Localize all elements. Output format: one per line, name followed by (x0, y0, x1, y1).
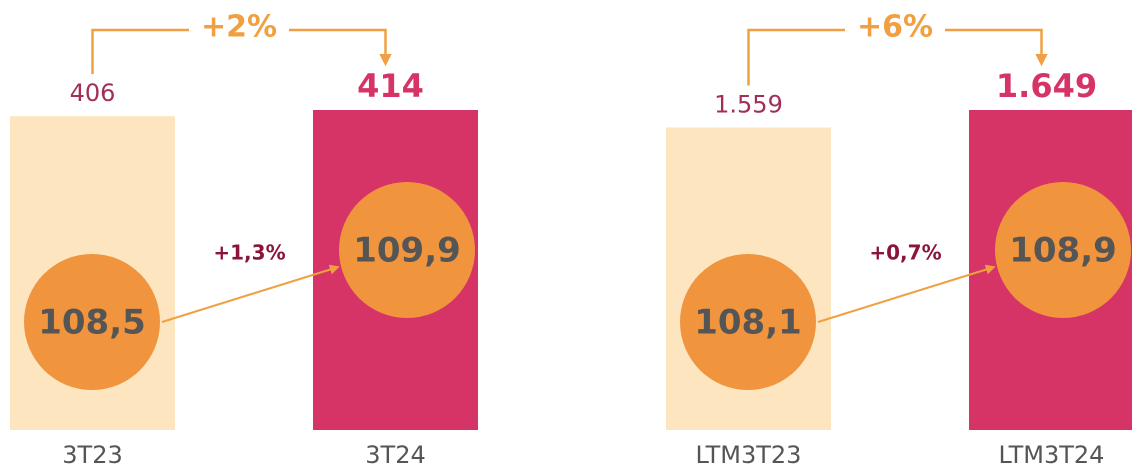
index-change: +0,7% (869, 241, 941, 265)
category-label: LTM3T24 (999, 441, 1105, 469)
index-circle (339, 182, 475, 318)
index-arrow (817, 264, 996, 323)
index-circle (995, 182, 1131, 318)
category-label: 3T24 (365, 441, 425, 469)
index-circle (24, 254, 160, 390)
index-label: 109,9 (353, 231, 461, 271)
index-label: 108,5 (38, 303, 146, 343)
value-label: 1.559 (714, 90, 783, 118)
value-label: 414 (357, 67, 424, 105)
change-label-bg (845, 10, 945, 50)
change-label: +6% (857, 10, 933, 45)
category-label: LTM3T23 (696, 441, 802, 469)
change-label: +2% (201, 10, 277, 45)
category-label: 3T23 (62, 441, 122, 469)
value-label: 406 (70, 79, 116, 107)
index-label: 108,1 (694, 303, 802, 343)
index-arrow (161, 264, 340, 323)
change-label-bg (189, 10, 289, 50)
index-label: 108,9 (1009, 231, 1117, 271)
value-label: 1.649 (996, 67, 1097, 105)
index-circle (680, 254, 816, 390)
index-change: +1,3% (213, 241, 285, 265)
